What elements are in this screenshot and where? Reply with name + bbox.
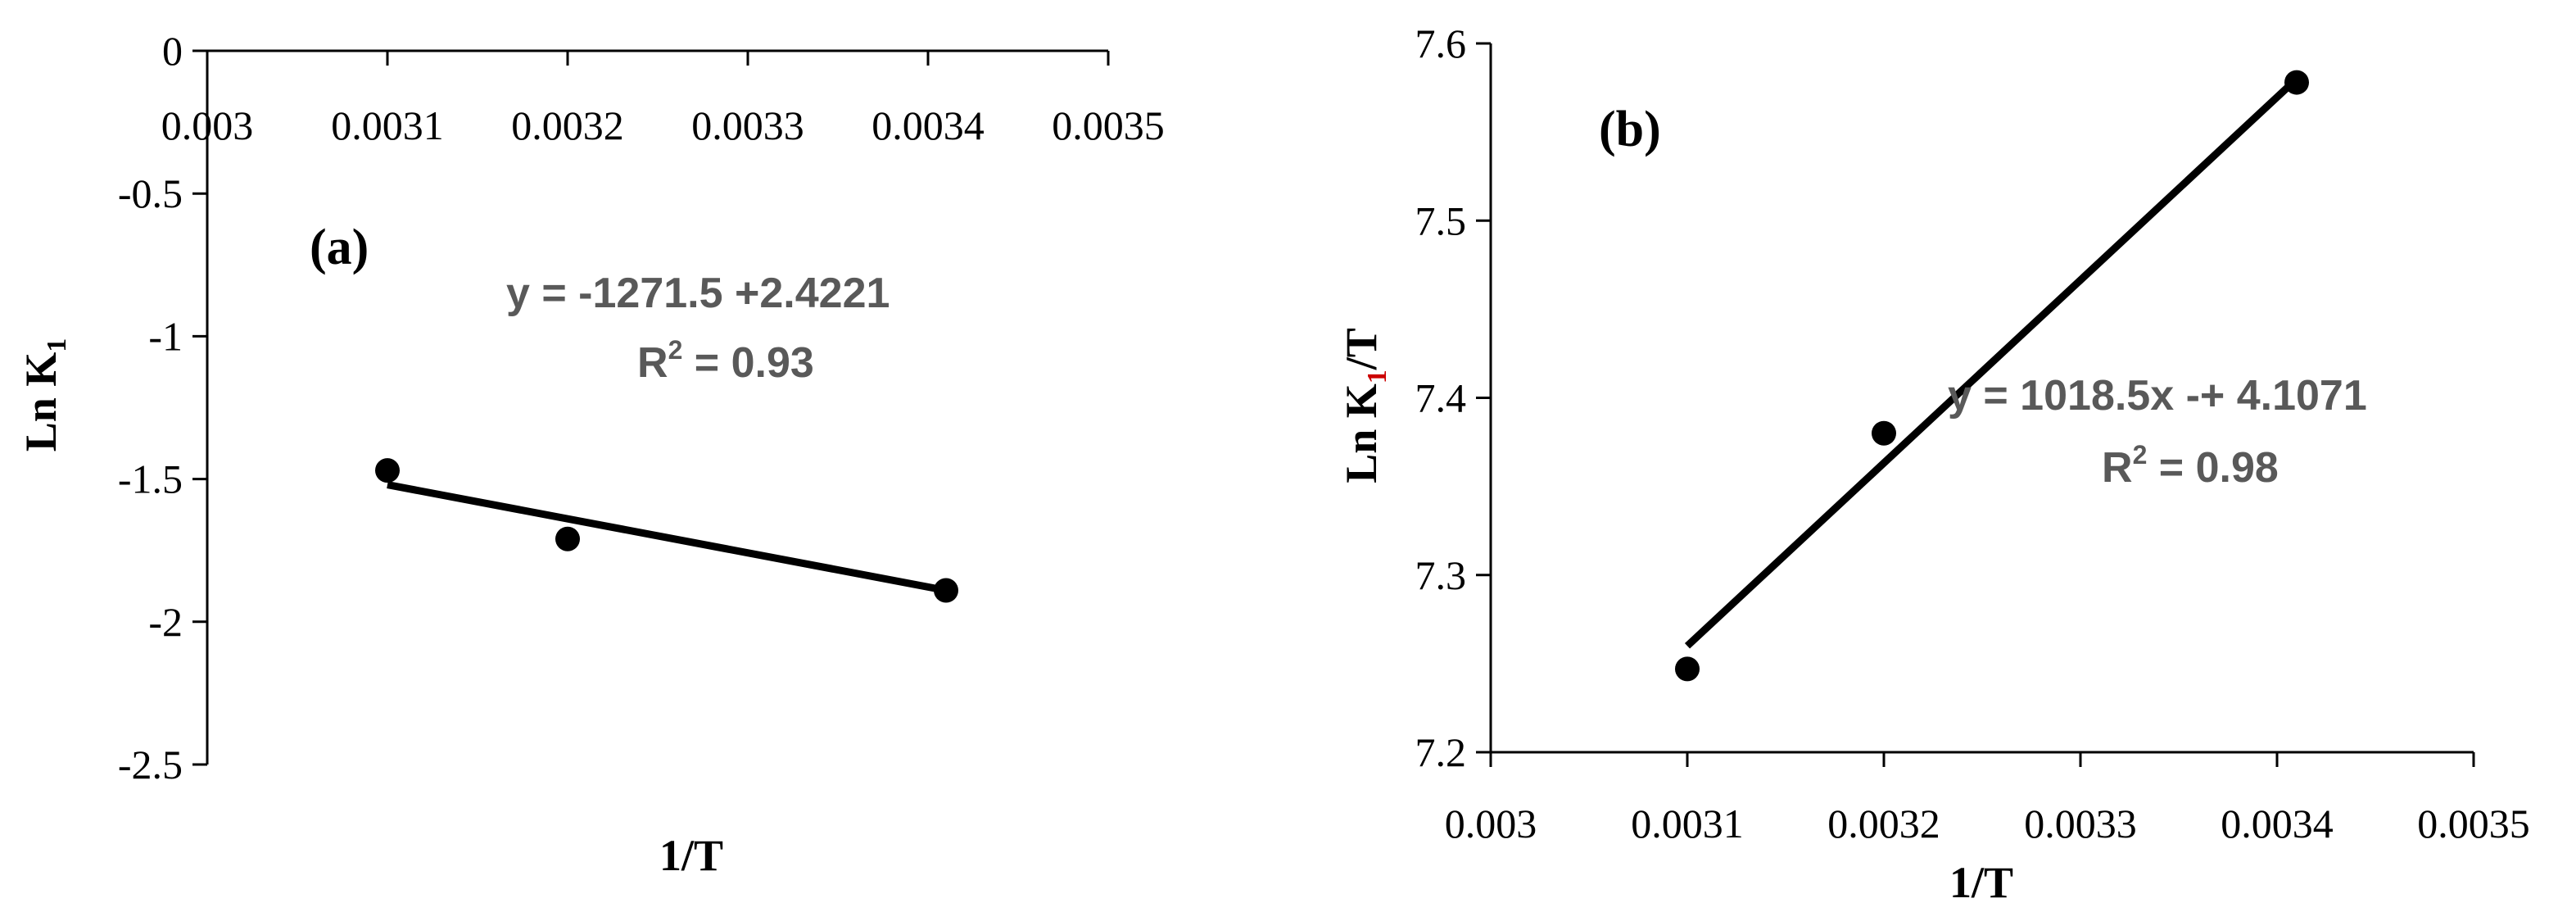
- panel-a-r-squared: R2 = 0.93: [637, 335, 814, 387]
- panel-b-axes: [1476, 42, 2475, 767]
- y-tick-label: -1.5: [118, 456, 183, 502]
- y-tick-label: -0.5: [118, 170, 183, 216]
- data-point: [934, 578, 958, 603]
- x-tick-label: 0.003: [1445, 801, 1537, 846]
- y-tick-label: -2: [148, 599, 183, 645]
- panel-b-label: (b): [1599, 102, 1661, 157]
- panel-a-equation: y = -1271.5 +2.4221: [506, 270, 890, 317]
- panel-a-axes: [192, 49, 1110, 766]
- panel-a-chart: 0.003 0.0031 0.0032 0.0033 0.0034 0.0035 0 -0.…: [16, 28, 1165, 880]
- x-tick-label: 0.0033: [2024, 801, 2137, 846]
- panel-b-x-axis-label: 1/T: [1949, 858, 2013, 907]
- x-tick-label: 0.0035: [1052, 102, 1165, 148]
- panel-b-equation: y = 1018.5x -+ 4.1071: [1948, 372, 2367, 420]
- data-point: [2284, 70, 2309, 95]
- y-tick-label: 0: [162, 28, 183, 74]
- panel-b-r-squared: R2 = 0.98: [2102, 440, 2279, 492]
- y-tick-label: 7.6: [1415, 20, 1467, 66]
- panel-b-trendline-group: [1684, 75, 2300, 649]
- panel-b-y-axis-subscript: 1: [1362, 370, 1392, 383]
- data-point: [1872, 420, 1896, 446]
- panel-b-trendline: [1684, 75, 2300, 649]
- x-tick-label: 0.0035: [2417, 801, 2530, 846]
- x-tick-label: 0.0033: [691, 102, 804, 148]
- panel-a-label: (a): [310, 220, 369, 275]
- panel-b-y-tick-labels: 7.2 7.3 7.4 7.5 7.6: [1415, 20, 1467, 775]
- y-tick-label: 7.5: [1415, 197, 1467, 243]
- panel-a-trendline: [387, 481, 947, 594]
- x-tick-label: 0.0031: [1631, 801, 1744, 846]
- y-tick-label: -1: [148, 313, 183, 359]
- panel-b-y-axis-label: Ln K1/T: [1337, 328, 1392, 483]
- x-tick-label: 0.003: [161, 102, 254, 148]
- panel-a-y-axis-label: Ln K1: [16, 338, 72, 452]
- panel-a-x-tick-labels: 0.003 0.0031 0.0032 0.0033 0.0034 0.0035: [161, 102, 1165, 148]
- panel-b-x-tick-labels: 0.003 0.0031 0.0032 0.0033 0.0034 0.0035: [1445, 801, 2530, 846]
- data-point: [555, 526, 580, 551]
- panel-b-chart: 0.003 0.0031 0.0032 0.0033 0.0034 0.0035 7.27…: [1337, 20, 2530, 907]
- panel-a-y-tick-labels: 0 -0.5 -1 -1.5 -2 -2.5: [118, 28, 183, 787]
- panel-a-trendline-group: [387, 481, 947, 594]
- x-tick-label: 0.0032: [511, 102, 624, 148]
- x-tick-label: 0.0034: [871, 102, 985, 148]
- x-tick-label: 0.0031: [331, 102, 444, 148]
- panel-a-points: [375, 458, 958, 603]
- panel-a-x-axis-label: 1/T: [659, 831, 723, 880]
- x-tick-label: 0.0034: [2221, 801, 2334, 846]
- y-tick-label: 7.3: [1415, 552, 1467, 598]
- data-point: [375, 458, 400, 483]
- panel-b-points: [1675, 70, 2309, 682]
- data-point: [1675, 656, 1700, 682]
- x-tick-label: 0.0032: [1827, 801, 1940, 846]
- y-tick-label: -2.5: [118, 742, 183, 787]
- y-tick-label: 7.2: [1415, 729, 1467, 775]
- y-tick-label: 7.4: [1415, 375, 1467, 421]
